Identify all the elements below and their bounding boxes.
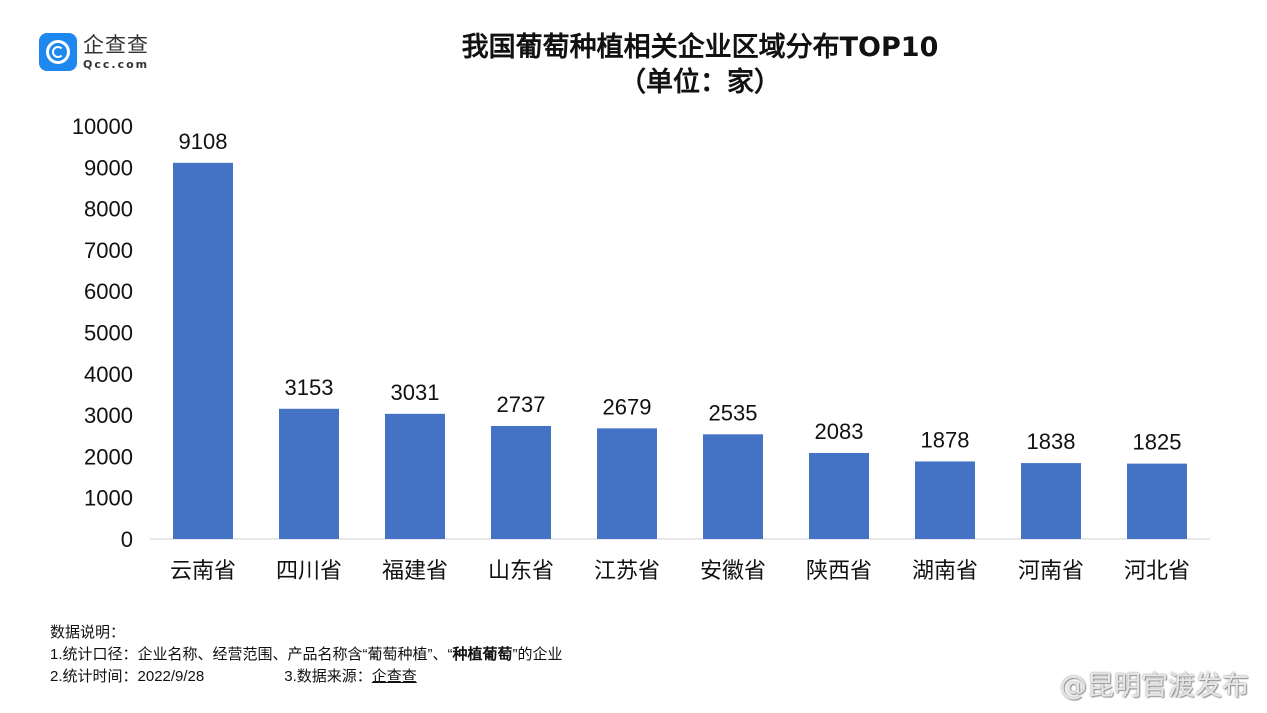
y-tick-label: 5000 <box>84 321 133 346</box>
bar <box>809 452 869 539</box>
bar <box>915 461 975 539</box>
y-tick-label: 3000 <box>84 403 133 428</box>
bar <box>173 162 233 539</box>
bar <box>597 428 657 539</box>
data-label: 3153 <box>285 375 334 400</box>
y-tick-label: 10000 <box>72 114 133 139</box>
chart-subtitle: （单位：家） <box>619 67 781 98</box>
x-tick-label: 陕西省 <box>806 559 872 584</box>
y-tick-label: 2000 <box>84 444 133 469</box>
y-tick-label: 7000 <box>84 238 133 263</box>
chart-title: 我国葡萄种植相关企业区域分布TOP10 <box>461 32 939 63</box>
bar <box>703 434 763 539</box>
x-tick-label: 福建省 <box>382 559 448 584</box>
bar <box>491 425 551 539</box>
notes-line2: 2.统计时间：2022/9/28 3.数据来源：企查查 <box>50 668 417 685</box>
data-label: 2083 <box>815 419 864 444</box>
bar <box>1127 463 1187 539</box>
data-label: 1838 <box>1027 429 1076 454</box>
x-tick-label: 河北省 <box>1124 559 1190 584</box>
data-label: 2679 <box>603 394 652 419</box>
y-tick-label: 1000 <box>84 486 133 511</box>
notes-heading: 数据说明： <box>50 624 126 641</box>
data-label: 1878 <box>921 427 970 452</box>
data-label: 1825 <box>1133 430 1182 455</box>
bar <box>279 408 339 539</box>
qcc-logo: 企查查 Qcc.com <box>39 33 149 71</box>
y-tick-label: 8000 <box>84 197 133 222</box>
data-notes: 数据说明： 1.统计口径：企业名称、经营范围、产品名称含“葡萄种植”、“种植葡萄… <box>50 622 563 688</box>
logo-name-en: Qcc.com <box>83 57 150 71</box>
y-tick-label: 9000 <box>84 155 133 180</box>
y-tick-label: 0 <box>121 527 133 552</box>
notes-line1: 1.统计口径：企业名称、经营范围、产品名称含“葡萄种植”、“种植葡萄”的企业 <box>50 646 563 663</box>
x-tick-label: 四川省 <box>276 559 342 584</box>
x-tick-label: 江苏省 <box>594 559 660 584</box>
y-tick-label: 4000 <box>84 362 133 387</box>
x-tick-label: 云南省 <box>170 559 236 584</box>
data-label: 3031 <box>391 380 440 405</box>
bar <box>385 413 445 539</box>
x-tick-label: 安徽省 <box>700 559 766 584</box>
data-label: 2737 <box>497 392 546 417</box>
x-tick-label: 河南省 <box>1018 559 1084 584</box>
data-label: 2535 <box>709 400 758 425</box>
data-label: 9108 <box>179 129 228 154</box>
bar <box>1021 463 1081 539</box>
y-tick-label: 6000 <box>84 279 133 304</box>
x-tick-label: 山东省 <box>488 559 554 584</box>
qcc-logo-icon <box>39 33 77 71</box>
weibo-watermark: @昆明官渡发布 <box>1060 671 1249 702</box>
x-tick-label: 湖南省 <box>912 559 978 584</box>
logo-name-cn: 企查查 <box>83 32 149 57</box>
